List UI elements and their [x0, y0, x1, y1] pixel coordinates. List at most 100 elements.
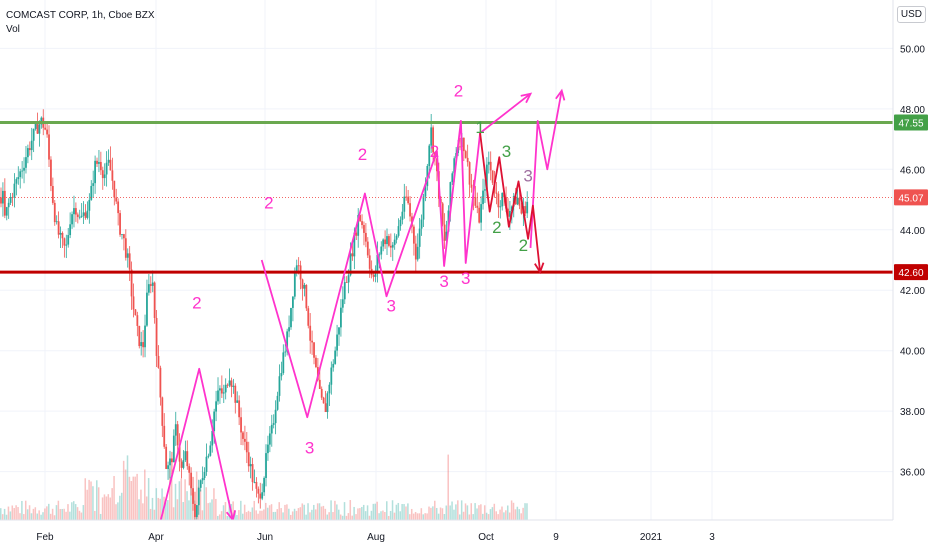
- volume-bar: [464, 503, 467, 520]
- volume-bar: [320, 506, 323, 520]
- volume-bar: [439, 507, 442, 520]
- candle-body: [265, 453, 267, 478]
- volume-bar: [1, 514, 4, 520]
- wave-arrowhead: [534, 262, 545, 275]
- wave-label: 3: [523, 166, 532, 185]
- volume-bar: [276, 509, 279, 520]
- candle-body: [276, 395, 279, 410]
- candle-body: [2, 190, 4, 204]
- volume-bar: [359, 508, 361, 520]
- volume-bar: [480, 504, 482, 520]
- candle-body: [80, 215, 83, 217]
- volume-bar: [126, 455, 129, 520]
- volume-bar: [26, 509, 29, 520]
- volume-bar: [368, 515, 371, 520]
- volume-bar: [49, 513, 52, 520]
- wave-drawing-2: [529, 90, 563, 248]
- volume-bar: [506, 505, 509, 520]
- wave-drawing-0: [159, 367, 234, 521]
- candle-body: [462, 137, 465, 152]
- candle-body: [409, 203, 411, 217]
- volume-bar: [167, 500, 169, 520]
- candle-body: [491, 170, 494, 183]
- candle-body: [292, 296, 294, 308]
- volume-bar: [516, 506, 519, 520]
- volume-bar: [205, 487, 208, 520]
- volume-bar: [161, 488, 163, 520]
- candle-body: [53, 202, 56, 223]
- x-tick-label: Feb: [36, 532, 54, 543]
- candle-body: [286, 331, 289, 352]
- candle-body: [219, 388, 221, 391]
- volume-bar: [441, 508, 444, 520]
- candle-body: [470, 184, 473, 188]
- candle-body: [169, 458, 171, 466]
- candle-body: [99, 161, 102, 171]
- volume-bar: [96, 480, 98, 520]
- candle-body: [36, 123, 39, 134]
- candle-body: [222, 392, 225, 394]
- candle-body: [23, 167, 25, 171]
- volume-bar: [24, 500, 27, 520]
- volume-bar: [524, 503, 526, 520]
- volume-bar: [84, 478, 87, 520]
- candle-body: [311, 340, 314, 343]
- volume-bar: [101, 497, 104, 520]
- volume-bar: [314, 509, 317, 520]
- candle-body: [215, 401, 217, 412]
- candle-body: [51, 186, 54, 203]
- volume-bar: [213, 488, 215, 520]
- candle-body: [17, 177, 20, 180]
- candle-body: [376, 254, 379, 272]
- candle-body: [134, 309, 137, 316]
- volume-bar: [435, 507, 438, 520]
- candle-body: [201, 477, 204, 481]
- y-tick-label: 50.00: [900, 44, 925, 55]
- candle-body: [184, 451, 187, 461]
- candle-body: [105, 162, 108, 175]
- volume-indicator-label: Vol: [6, 24, 20, 35]
- candle-body: [468, 162, 471, 185]
- volume-bar: [247, 510, 250, 520]
- volume-bar: [76, 507, 79, 520]
- wave-label: 2: [492, 218, 501, 237]
- volume-bar: [217, 515, 219, 520]
- volume-bar: [476, 508, 478, 520]
- x-tick-label: Aug: [367, 532, 385, 543]
- volume-bar: [430, 507, 432, 520]
- volume-bar: [412, 513, 415, 520]
- candle-body: [123, 234, 125, 239]
- candle-body: [443, 224, 446, 241]
- volume-bar: [399, 511, 401, 520]
- candle-body: [111, 170, 114, 181]
- candle-body: [272, 423, 275, 425]
- volume-bar: [322, 505, 325, 520]
- volume-bar: [416, 513, 419, 520]
- candle-body: [69, 224, 72, 236]
- volume-bar: [428, 506, 430, 520]
- volume-bar: [71, 502, 73, 520]
- candle-body: [464, 151, 467, 158]
- volume-bar: [15, 505, 17, 520]
- volume-bar: [503, 512, 505, 520]
- volume-bar: [422, 514, 425, 520]
- volume-bar: [332, 512, 334, 520]
- volume-bar: [241, 513, 244, 520]
- volume-bar: [107, 494, 110, 520]
- volume-bar: [501, 506, 503, 520]
- candle-body: [418, 228, 421, 247]
- candle-body: [514, 196, 517, 205]
- wave-drawing-3: [479, 132, 541, 273]
- volume-bar: [113, 476, 115, 520]
- candle-body: [171, 458, 173, 463]
- candle-body: [353, 232, 356, 257]
- candle-body: [363, 225, 365, 233]
- volume-bar: [240, 500, 242, 520]
- volume-bar: [59, 508, 62, 520]
- volume-bar: [265, 502, 267, 520]
- currency-button[interactable]: USD: [896, 6, 926, 23]
- candle-body: [28, 148, 31, 151]
- candle-body: [5, 207, 8, 216]
- volume-bar: [48, 503, 50, 520]
